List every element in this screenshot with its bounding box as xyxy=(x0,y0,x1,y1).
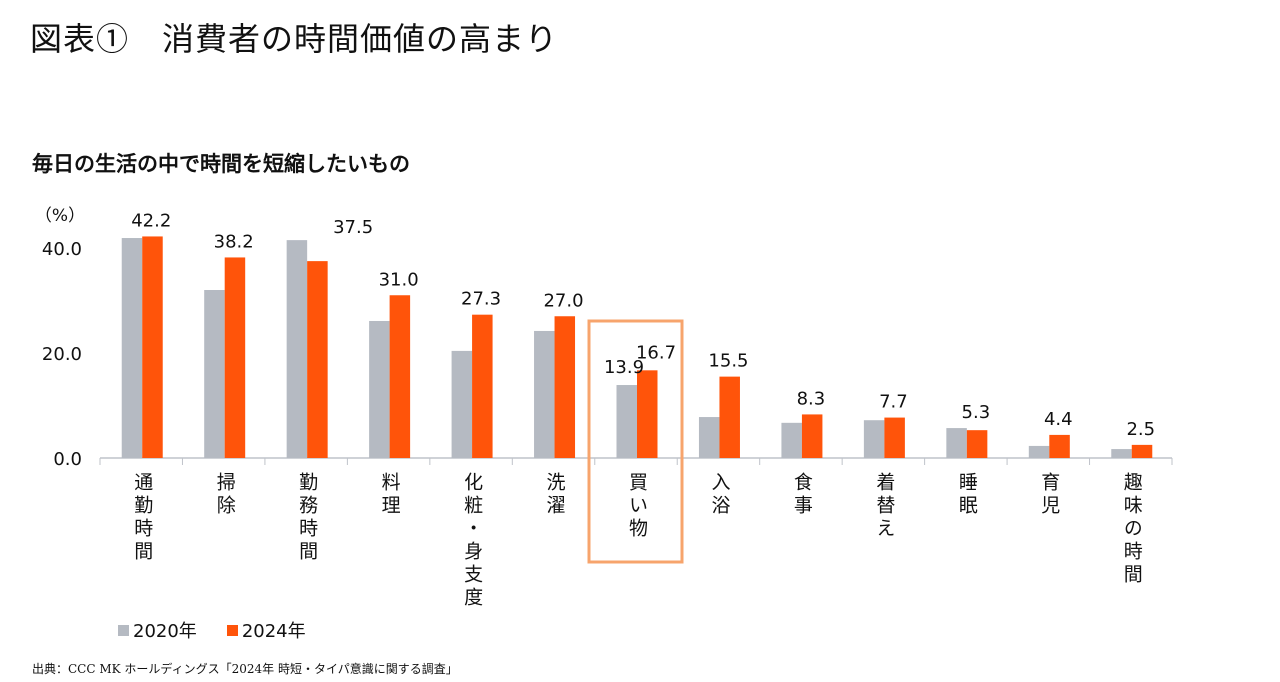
data-label-2024: 16.7 xyxy=(636,342,676,363)
bar-2024 xyxy=(389,295,411,458)
data-label-2024: 15.5 xyxy=(708,351,748,372)
bar-2024 xyxy=(224,257,246,458)
category-label: 通勤時間 xyxy=(131,472,154,564)
bar-2024 xyxy=(1049,434,1070,458)
page-title: 図表① 消費者の時間価値の高まり xyxy=(30,20,559,58)
y-tick-label: 40.0 xyxy=(42,239,82,260)
y-tick-label: 20.0 xyxy=(42,344,82,365)
bar-2024 xyxy=(554,316,576,458)
legend-label-2024: 2024年 xyxy=(241,621,306,642)
bar-2020 xyxy=(616,385,637,458)
category-label: 入浴 xyxy=(708,472,731,518)
legend-swatch-2024 xyxy=(226,624,238,636)
category-label: 勤務時間 xyxy=(296,472,319,564)
category-label: 睡眠 xyxy=(955,472,978,518)
data-label-2024: 31.0 xyxy=(379,269,419,290)
data-label-2020: 13.9 xyxy=(604,357,644,378)
category-label: 洗濯 xyxy=(543,472,566,518)
bar-2024 xyxy=(637,370,658,458)
bar-2020 xyxy=(863,420,885,458)
legend: 2020年 2024年 xyxy=(118,617,306,643)
bar-2024 xyxy=(719,376,740,458)
legend-swatch-2020 xyxy=(118,624,129,636)
bar-2020 xyxy=(946,428,967,458)
source-note: 出典：CCC MK ホールディングス「2024年 時短・タイパ意識に関する調査」 xyxy=(32,662,458,676)
bar-2020 xyxy=(204,290,225,458)
legend-label-2020: 2020年 xyxy=(133,621,197,642)
bar-2020 xyxy=(369,320,390,458)
bar-2020 xyxy=(781,422,802,458)
bar-2020 xyxy=(121,238,143,458)
data-label-2024: 37.5 xyxy=(333,217,373,238)
data-label-2024: 8.3 xyxy=(797,388,826,409)
data-label-2024: 5.3 xyxy=(962,402,991,423)
bar-2020 xyxy=(698,417,720,458)
bar-2024 xyxy=(884,417,905,458)
data-label-2024: 7.7 xyxy=(879,392,908,413)
category-label: 食事 xyxy=(790,472,813,518)
category-label: 趣味の時間 xyxy=(1120,472,1143,587)
bar-2024 xyxy=(966,430,988,458)
legend-item-2024: 2024年 xyxy=(226,617,306,643)
bar-2020 xyxy=(286,240,308,458)
bar-2024 xyxy=(801,414,823,458)
bar-2024 xyxy=(307,261,328,458)
data-label-2024: 4.4 xyxy=(1044,409,1073,430)
bar-2020 xyxy=(1028,445,1050,458)
category-label: 料理 xyxy=(378,472,401,518)
y-axis-unit: （%） xyxy=(35,206,85,226)
category-label: 育児 xyxy=(1038,472,1061,518)
chart-title: 毎日の生活の中で時間を短縮したいもの xyxy=(32,152,410,176)
y-tick-label: 0.0 xyxy=(53,449,82,470)
legend-item-2020: 2020年 xyxy=(118,617,197,643)
category-label: 掃除 xyxy=(213,472,236,518)
bar-2024 xyxy=(1131,444,1153,458)
bar-2024 xyxy=(472,314,493,458)
data-label-2024: 2.5 xyxy=(1126,419,1155,440)
highlight-box xyxy=(587,319,684,564)
data-label-2024: 38.2 xyxy=(214,231,254,252)
data-label-2024: 27.3 xyxy=(461,289,501,310)
category-label: 着替え xyxy=(873,472,896,541)
bar-2024 xyxy=(142,236,163,458)
category-label: 化粧・身支度 xyxy=(461,472,484,610)
bar-2020 xyxy=(1111,449,1132,458)
data-label-2024: 42.2 xyxy=(131,210,171,231)
bar-2020 xyxy=(534,330,555,458)
bar-2020 xyxy=(451,350,473,458)
highlighted-category-label: 買い物 xyxy=(626,472,648,541)
data-label-2024: 27.0 xyxy=(543,290,583,311)
